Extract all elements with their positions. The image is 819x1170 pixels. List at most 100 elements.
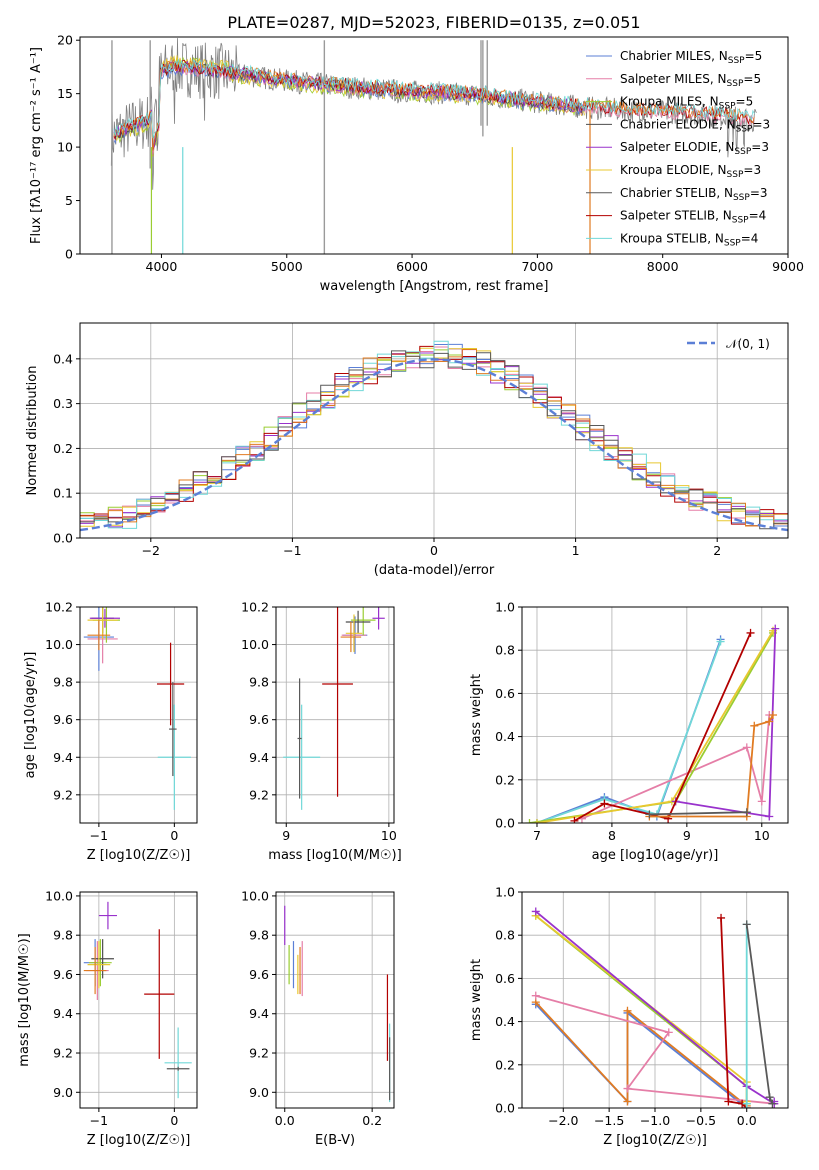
y-tick-label: 0.1 xyxy=(53,486,73,501)
y-tick-label: 9.2 xyxy=(53,787,73,802)
y-tick-label: 9.4 xyxy=(249,750,269,765)
panel-mass_vs_ebv: 0.0 0.2 9.0 9.2 9.4 9.6 9.8 10.0 E(B-V) xyxy=(241,888,395,1148)
axes-frame xyxy=(521,891,789,1109)
weight-line xyxy=(649,811,747,816)
legend-label-sub: SSP xyxy=(732,216,749,226)
y-tick-label: 0.6 xyxy=(495,686,515,701)
x-tick-label: −1 xyxy=(90,828,108,843)
weight-line xyxy=(581,714,771,820)
x-axis-label: (data-model)/error xyxy=(374,563,495,578)
weight-marker xyxy=(765,1093,774,1102)
y-tick-label: 0.2 xyxy=(53,441,73,456)
y-tick-label: 9.8 xyxy=(53,675,73,690)
x-axis-label: age [log10(age/yr)] xyxy=(592,848,719,863)
x-tick-label: 2 xyxy=(713,543,721,558)
legend-label-suffix: =5 xyxy=(745,49,763,63)
weight-marker xyxy=(716,637,725,646)
weight-line xyxy=(529,632,774,823)
legend-label-sub: SSP xyxy=(736,124,753,134)
weight-marker xyxy=(724,1097,733,1106)
x-axis-label: mass [log10(M/M☉)] xyxy=(268,848,401,863)
plot-area xyxy=(283,607,385,810)
x-tick-label: 0 xyxy=(170,1113,178,1128)
weight-line xyxy=(720,917,748,1108)
y-tick-label: 0.8 xyxy=(495,643,515,658)
x-tick-label: 8000 xyxy=(647,259,679,274)
y-tick-label: 20 xyxy=(57,33,73,48)
y-tick-label: 1.0 xyxy=(495,600,515,615)
weight-marker xyxy=(742,920,751,929)
panel-age_vs_mass: 9 10 9.2 9.4 9.6 9.8 10.0 10.2 mass [log10(M/M☉)… xyxy=(241,600,402,864)
gaussian-curve xyxy=(80,358,788,532)
axes-frame xyxy=(275,891,395,1109)
y-axis-label: mass weight xyxy=(469,959,484,1041)
y-tick-label: 9.8 xyxy=(249,928,269,943)
y-tick-label: 0.0 xyxy=(53,531,73,546)
plot-area xyxy=(525,624,780,823)
panel-residuals: −2 −1 0 1 2 0.0 0.1 0.2 0.3 0.4 (data-model)/error… xyxy=(25,322,789,578)
y-tick-label: 9.4 xyxy=(249,1006,269,1021)
x-tick-label: 10 xyxy=(754,828,770,843)
legend-label-sub: SSP xyxy=(727,170,744,180)
weight-marker xyxy=(768,1099,777,1108)
legend-label-sub: SSP xyxy=(728,56,745,66)
panel-mass_weight_vs_Z: −2.0 −1.5 −1.0 −0.5 0.0 0.0 0.2 0.4 0.6 0.8 1.0 Z [… xyxy=(469,885,789,1148)
legend-label-main: Salpeter STELIB, N xyxy=(620,209,732,223)
weight-marker xyxy=(717,913,726,922)
x-tick-label: 4000 xyxy=(146,259,178,274)
y-axis-label: age [log10(age/yr)] xyxy=(23,652,38,779)
y-tick-label: 10.0 xyxy=(45,888,73,903)
axes-frame xyxy=(521,606,789,824)
x-tick-label: 1 xyxy=(572,543,580,558)
x-tick-label: −1 xyxy=(283,543,301,558)
legend-label: Chabrier STELIB, NSSP=3 xyxy=(620,186,768,203)
x-tick-label: 0.0 xyxy=(737,1113,757,1128)
observed-spectrum xyxy=(110,38,757,190)
plot-area xyxy=(80,340,788,532)
weight-marker xyxy=(623,1006,632,1015)
y-tick-label: 5 xyxy=(65,193,73,208)
y-tick-label: 0.8 xyxy=(495,928,515,943)
weight-marker xyxy=(750,721,759,730)
y-tick-label: 9.8 xyxy=(249,675,269,690)
legend-label: 𝒩(0, 1) xyxy=(726,337,770,351)
x-tick-label: 10 xyxy=(381,828,397,843)
x-tick-label: 9 xyxy=(282,828,290,843)
plot-area xyxy=(110,38,757,254)
legend-label-sub: SSP xyxy=(733,193,750,203)
residual-histogram xyxy=(80,350,788,530)
legend-label-suffix: =4 xyxy=(749,209,767,223)
y-tick-label: 0.2 xyxy=(495,1057,515,1072)
y-axis-label: mass weight xyxy=(469,674,484,756)
weight-marker xyxy=(742,743,751,752)
y-tick-label: 9.6 xyxy=(53,967,73,982)
x-tick-label: 6000 xyxy=(396,259,428,274)
y-tick-label: 9.6 xyxy=(53,712,73,727)
weight-marker xyxy=(765,717,774,726)
weight-line xyxy=(536,630,774,823)
y-tick-label: 0.4 xyxy=(495,1014,515,1029)
x-tick-label: 8 xyxy=(608,828,616,843)
weight-marker xyxy=(742,808,751,817)
legend-label: Kroupa MILES, NSSP=5 xyxy=(620,95,753,112)
x-tick-label: −1 xyxy=(90,1113,108,1128)
axes-frame xyxy=(275,606,395,824)
x-tick-label: 7 xyxy=(533,828,541,843)
x-tick-label: 9 xyxy=(683,828,691,843)
y-tick-label: 0.3 xyxy=(53,396,73,411)
panel-age_vs_Z: −1 0 9.2 9.4 9.6 9.8 10.0 10.2 Z [log10(Z/Z☉)] ag… xyxy=(23,600,198,863)
legend-label-suffix: =4 xyxy=(741,231,759,245)
y-tick-label: 0.0 xyxy=(495,1101,515,1116)
legend-label-sub: SSP xyxy=(724,238,741,248)
y-tick-label: 10.2 xyxy=(241,600,269,615)
y-axis-label: Flux [fλ10⁻¹⁷ erg cm⁻² s⁻¹ A⁻¹] xyxy=(29,47,44,244)
x-tick-label: −2 xyxy=(142,543,160,558)
y-tick-label: 10 xyxy=(57,140,73,155)
weight-marker xyxy=(623,1097,632,1106)
legend-label-suffix: =3 xyxy=(743,163,761,177)
weight-marker xyxy=(664,1028,673,1037)
weight-marker xyxy=(769,711,778,719)
model-spectrum xyxy=(113,58,755,151)
y-tick-label: 9.2 xyxy=(249,1046,269,1061)
y-tick-label: 10.0 xyxy=(241,888,269,903)
